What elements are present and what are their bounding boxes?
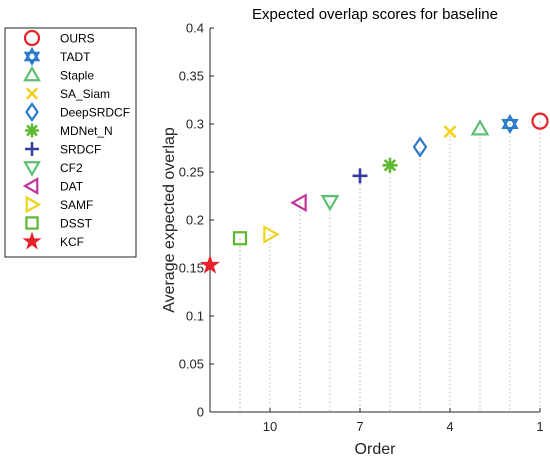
- point-mdnet-n: [382, 157, 398, 173]
- legend: OURS TADT Staple SA_Siam DeepSRDCF MDNet_N SRD…: [4, 27, 137, 258]
- x-ticks: 10 7 4 1: [263, 408, 544, 434]
- y-tick-label: 0.3: [186, 117, 204, 132]
- legend-label: SAMF: [60, 198, 93, 212]
- legend-label: MDNet_N: [60, 124, 113, 138]
- legend-marker-sa-siam: [25, 87, 39, 100]
- point-dat: [290, 193, 307, 213]
- y-ticks: 0 0.05 0.1 0.15 0.2 0.25 0.3 0.35 0.4: [179, 21, 214, 420]
- legend-label: OURS: [60, 32, 95, 46]
- legend-label: DeepSRDCF: [60, 106, 130, 120]
- legend-entry-dat: DAT: [22, 177, 84, 195]
- legend-entry-mdnet-n: MDNet_N: [25, 123, 113, 138]
- legend-label: TADT: [60, 50, 91, 64]
- legend-marker-tadt: [23, 46, 41, 67]
- legend-label: SRDCF: [60, 143, 101, 157]
- legend-entry-deepsrdcf: DeepSRDCF: [25, 102, 130, 122]
- legend-marker-srdcf: [25, 142, 39, 156]
- point-dsst: [232, 231, 248, 246]
- legend-entry-kcf: KCF: [22, 231, 84, 250]
- legend-entry-sa-siam: SA_Siam: [25, 87, 110, 101]
- legend-label: Staple: [60, 69, 94, 83]
- point-samf: [263, 225, 280, 244]
- point-tadt: [501, 113, 519, 135]
- point-staple: [470, 119, 490, 136]
- legend-entry-tadt: TADT: [23, 46, 91, 67]
- point-ours: [531, 112, 549, 130]
- legend-marker-kcf: [22, 231, 42, 250]
- legend-entry-ours: OURS: [23, 29, 95, 47]
- y-tick-label: 0.4: [186, 21, 204, 36]
- y-tick-label: 0.25: [179, 165, 204, 180]
- legend-entry-srdcf: SRDCF: [25, 142, 101, 157]
- chart-title: Expected overlap scores for baseline: [252, 6, 498, 23]
- legend-marker-deepsrdcf: [25, 102, 39, 122]
- legend-marker-dat: [22, 177, 39, 195]
- legend-label: KCF: [60, 235, 84, 249]
- legend-entry-dsst: DSST: [25, 216, 93, 231]
- x-tick-label: 7: [356, 419, 363, 434]
- legend-label: DAT: [60, 180, 84, 194]
- y-tick-label: 0.1: [186, 309, 204, 324]
- x-tick-label: 10: [263, 419, 277, 434]
- legend-label: SA_Siam: [60, 87, 110, 101]
- point-srdcf: [352, 168, 368, 184]
- legend-label: CF2: [60, 161, 83, 175]
- y-tick-label: 0.35: [179, 69, 204, 84]
- markers: [200, 112, 549, 274]
- legend-marker-mdnet-n: [25, 123, 39, 138]
- legend-entry-cf2: CF2: [23, 161, 83, 177]
- x-tick-label: 1: [536, 419, 543, 434]
- legend-entry-staple: Staple: [23, 65, 94, 83]
- y-tick-label: 0.05: [179, 357, 204, 372]
- legend-marker-dsst: [25, 216, 39, 230]
- x-tick-label: 4: [446, 419, 453, 434]
- y-tick-label: 0.15: [179, 261, 204, 276]
- legend-marker-cf2: [23, 161, 41, 177]
- x-axis-title: Order: [355, 441, 397, 458]
- y-tick-label: 0: [197, 405, 204, 420]
- point-deepsrdcf: [412, 136, 428, 158]
- point-sa-siam: [443, 125, 457, 139]
- point-cf2: [320, 195, 340, 212]
- point-kcf: [200, 254, 220, 274]
- y-tick-label: 0.2: [186, 213, 204, 228]
- legend-marker-staple: [23, 65, 41, 82]
- plot-background: [210, 28, 540, 412]
- legend-entry-samf: SAMF: [25, 195, 93, 214]
- y-axis-title: Average expected overlap: [161, 127, 178, 313]
- legend-label: DSST: [60, 217, 93, 231]
- legend-marker-ours: [23, 29, 41, 47]
- plot-area: 0 0.05 0.1 0.15 0.2 0.25 0.3 0.35 0.4 10 7 4 1: [179, 21, 549, 434]
- legend-marker-samf: [25, 195, 42, 214]
